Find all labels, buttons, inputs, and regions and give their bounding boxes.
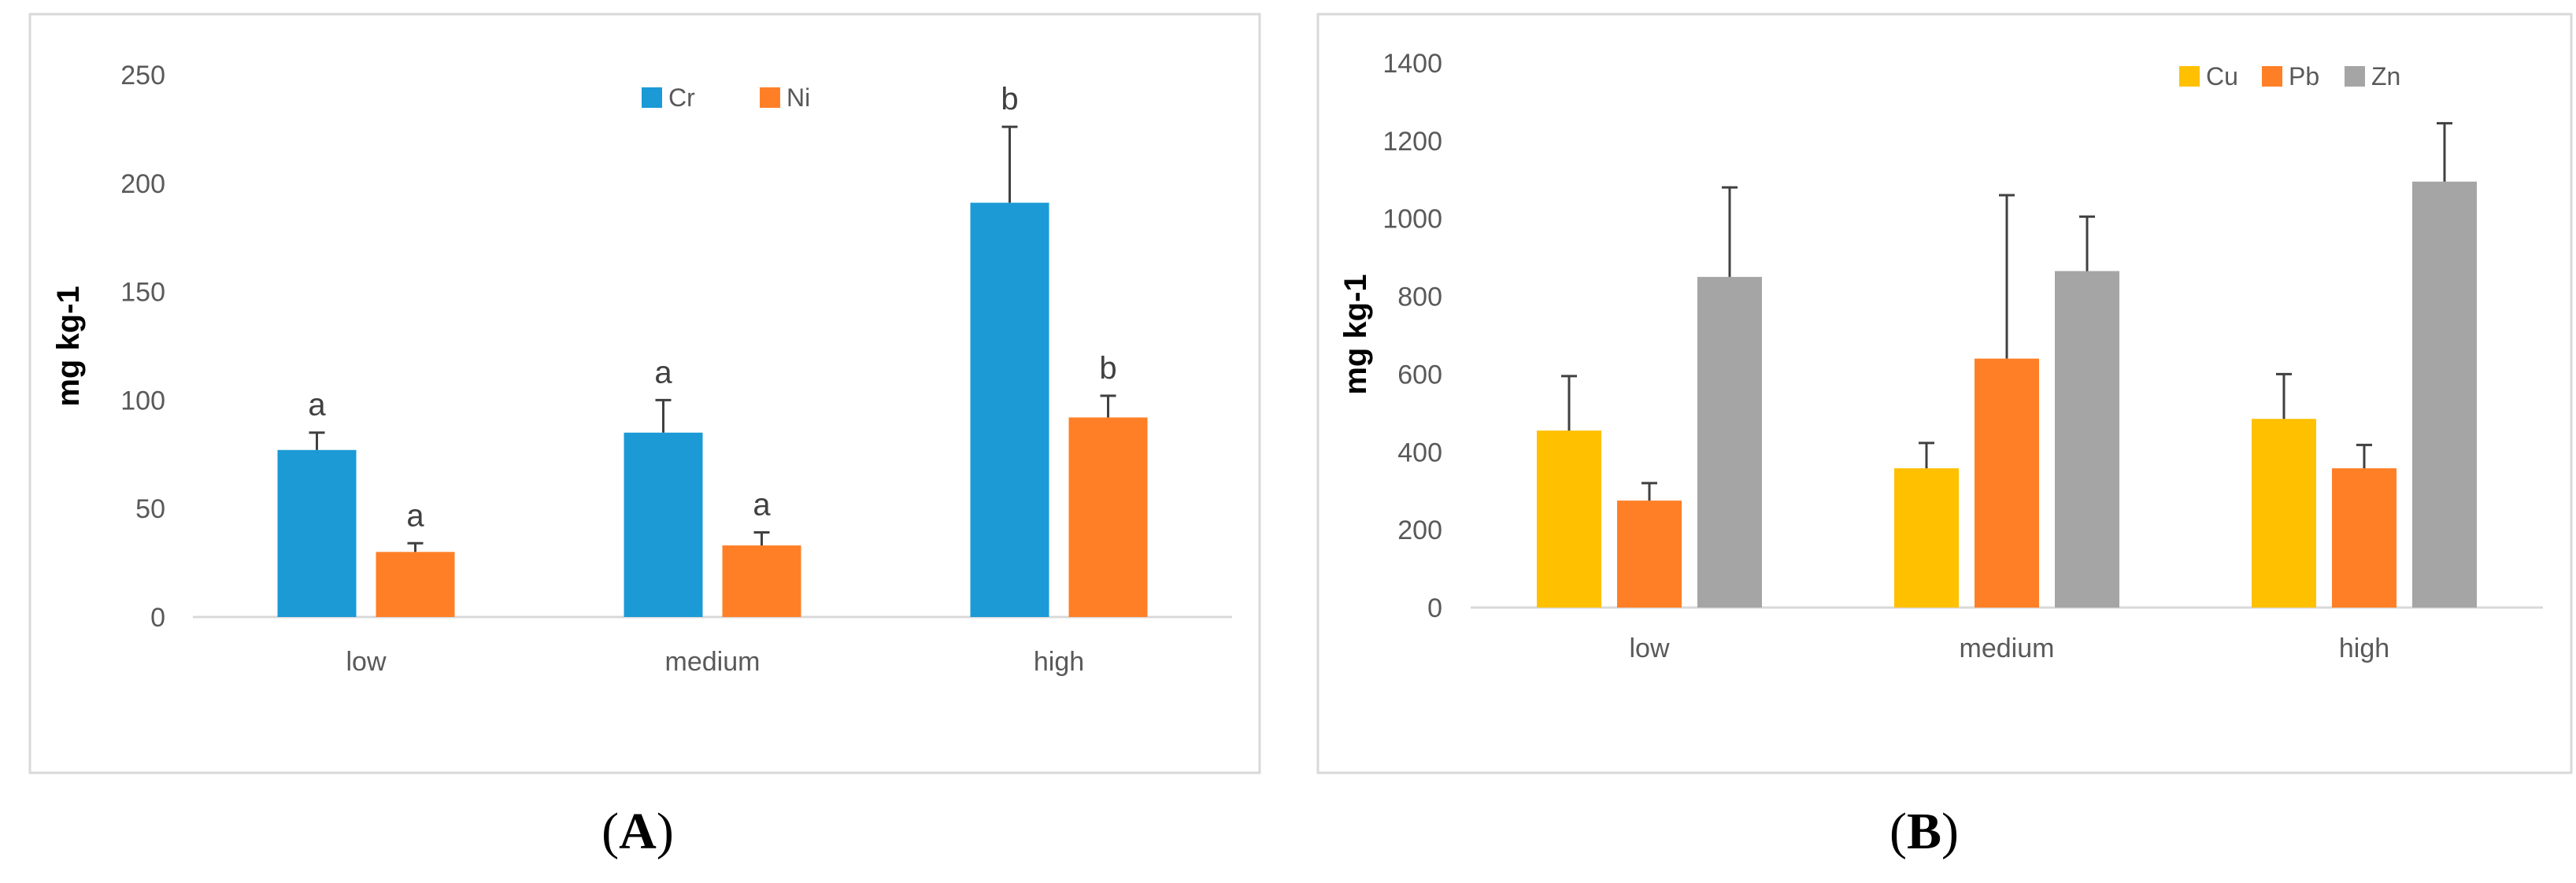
chart-a-category-low: low [346,647,386,677]
chart-b-ytick-1200: 1200 [1382,127,1442,157]
chart-a-letter-cr-medium: a [654,355,672,390]
chart-b-ytick-200: 200 [1397,515,1442,545]
chart-b-legend-swatch-zn [2345,66,2365,87]
chart-b-legend-label-zn: Zn [2371,62,2400,91]
chart-b-legend-swatch-pb [2262,66,2282,87]
chart-a-bar-ni-low [376,552,455,617]
chart-a: 0 50 100 150 200 250 mg kg-1 low a a medium a a high b… [51,61,1232,677]
chart-a-legend-swatch-ni [760,87,780,108]
chart-a-bar-cr-high [970,202,1049,617]
chart-b-legend-label-pb: Pb [2289,62,2319,91]
chart-a-ytick-150: 150 [120,278,165,308]
chart-a-bar-ni-high [1068,417,1148,617]
chart-b-ytick-800: 800 [1397,283,1442,312]
chart-b-bar-cu-medium [1894,468,1959,608]
chart-b-ytick-400: 400 [1397,438,1442,467]
chart-a-ytick-100: 100 [120,386,165,416]
chart-a-legend-label-ni: Ni [786,83,810,112]
chart-b-category-low: low [1629,634,1669,663]
chart-b-bar-zn-high [2412,181,2477,608]
chart-b-bar-pb-high [2332,468,2396,608]
chart-b-ytick-1400: 1400 [1382,49,1442,79]
chart-b-bar-pb-low [1617,501,1682,608]
chart-a-legend-swatch-cr [642,87,662,108]
chart-a-bar-cr-low [277,449,357,617]
chart-a-bar-cr-medium [624,432,703,617]
chart-b-ylabel: mg kg-1 [1338,274,1373,394]
chart-a-ytick-200: 200 [120,169,165,199]
chart-b-category-high: high [2339,634,2389,663]
chart-b-ytick-1000: 1000 [1382,205,1442,235]
chart-b-frame [1316,13,2573,774]
chart-a-category-medium: medium [665,647,761,677]
chart-a-legend-label-cr: Cr [668,83,695,112]
chart-a-category-high: high [1034,647,1084,677]
chart-a-ytick-50: 50 [135,494,165,524]
chart-a-ytick-0: 0 [150,603,165,633]
chart-a-letter-ni-low: a [406,498,424,533]
panel-label-b: (B) [1889,803,1959,860]
chart-a-frame [28,13,1261,774]
chart-b-legend-swatch-cu [2179,66,2200,87]
chart-a-letter-cr-low: a [308,388,326,423]
chart-b-ytick-0: 0 [1427,593,1442,623]
chart-a-ylabel: mg kg-1 [51,286,86,406]
chart-b-bar-cu-high [2252,419,2316,608]
chart-a-ytick-250: 250 [120,61,165,91]
chart-a-letter-ni-medium: a [753,488,771,523]
panel-label-a: (A) [601,803,674,860]
chart-b-bar-cu-low [1537,430,1601,608]
chart-a-letter-ni-high: b [1099,351,1116,386]
chart-b-legend-label-cu: Cu [2206,62,2238,91]
chart-a-bar-ni-medium [722,545,801,617]
chart-b-category-medium: medium [1960,634,2055,663]
chart-b-ytick-600: 600 [1397,360,1442,390]
chart-a-letter-cr-high: b [1001,82,1018,116]
chart-b: 0 200 400 600 800 1000 1200 1400 mg kg-1 low mediu… [1338,49,2543,663]
chart-b-bar-zn-medium [2055,271,2119,608]
chart-b-bar-zn-low [1697,276,1762,608]
chart-b-bar-pb-medium [1975,358,2039,608]
